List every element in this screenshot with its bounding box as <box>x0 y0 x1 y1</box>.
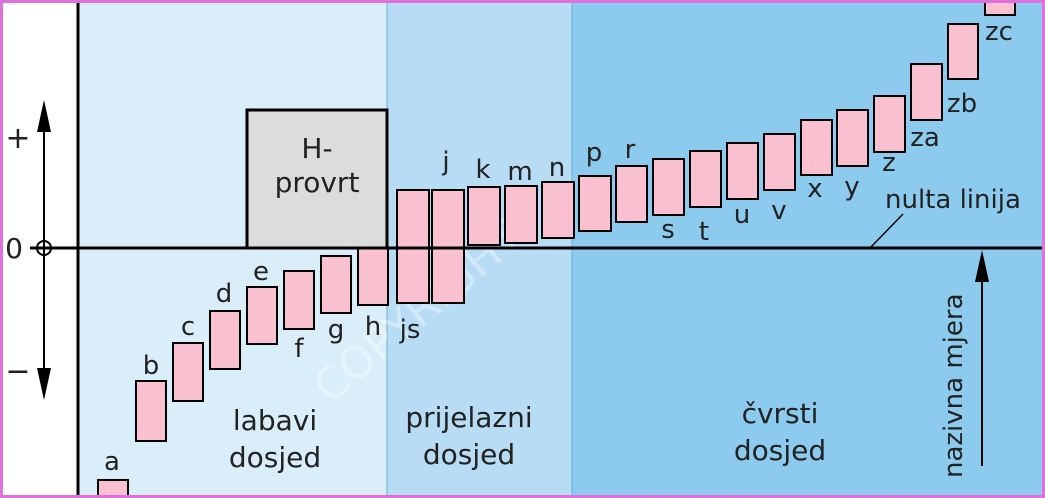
field-label-x: x <box>807 174 822 204</box>
field-label-f: f <box>294 334 304 364</box>
field-label-r: r <box>625 135 636 165</box>
field-label-p: p <box>586 138 603 168</box>
field-label-e: e <box>253 257 269 287</box>
tolerance-field-c <box>172 342 204 402</box>
field-label-n: n <box>549 153 565 183</box>
field-label-g: g <box>328 315 345 345</box>
tolerance-field-n <box>541 181 575 239</box>
tolerance-field-y <box>836 109 869 167</box>
field-label-s: s <box>661 215 675 245</box>
tolerance-field-v <box>763 133 796 191</box>
tolerance-field-g <box>320 255 352 314</box>
arrow-up-icon <box>37 100 51 132</box>
zone-label-prijelazni-2: dosjed <box>423 438 515 471</box>
tolerance-field-m <box>504 185 538 244</box>
tolerance-field-r <box>615 165 648 223</box>
zone-label-labavi-1: labavi <box>233 404 317 437</box>
field-label-d: d <box>216 279 233 309</box>
hole-label-line1: H- <box>301 132 332 165</box>
tolerance-field-u <box>726 142 759 200</box>
field-label-y: y <box>844 172 859 202</box>
arrow-down-icon <box>37 368 51 400</box>
field-label-za: za <box>910 123 940 153</box>
zone-label-cvrsti-1: čvrsti <box>742 397 819 430</box>
field-label-h: h <box>365 312 381 342</box>
plus-sign: + <box>5 121 30 156</box>
minus-sign: − <box>5 354 30 389</box>
field-label-js: js <box>399 315 421 345</box>
field-label-v: v <box>771 196 786 226</box>
zero-label: 0 <box>5 232 23 265</box>
field-label-u: u <box>734 200 750 230</box>
tolerance-field-za <box>910 63 943 121</box>
tolerance-field-zc <box>984 0 1016 16</box>
field-label-c: c <box>181 312 195 342</box>
tolerance-field-f <box>283 270 315 330</box>
zone-label-prijelazni-1: prijelazni <box>405 401 532 434</box>
field-label-m: m <box>507 157 532 187</box>
nominal-arrow-up-icon <box>975 250 989 282</box>
tolerance-field-z <box>873 95 906 153</box>
field-label-t: t <box>699 217 709 247</box>
tolerance-field-e <box>246 286 278 345</box>
field-label-z: z <box>882 148 896 178</box>
field-label-b: b <box>143 351 160 381</box>
field-label-a: a <box>104 447 120 477</box>
tolerance-field-s <box>652 158 685 216</box>
zone-label-labavi-2: dosjed <box>229 441 321 474</box>
nominal-size-label: nazivna mjera <box>939 293 969 478</box>
zero-line-leader <box>869 213 904 249</box>
hole-field-h <box>245 108 389 250</box>
zone-label-cvrsti-2: dosjed <box>734 434 826 467</box>
origin-circle-icon <box>36 240 52 256</box>
tolerance-field-x <box>800 119 833 176</box>
hole-label-line2: provrt <box>275 166 360 199</box>
tolerance-field-h <box>357 247 389 306</box>
zero-line-label: nulta linija <box>885 185 1021 215</box>
tolerance-field-b <box>135 380 167 442</box>
field-label-zc: zc <box>985 17 1013 47</box>
field-label-j: j <box>441 147 449 177</box>
field-label-zb: zb <box>947 89 977 119</box>
tolerance-field-p <box>578 175 612 232</box>
tolerance-field-zb <box>947 23 979 80</box>
tolerance-field-k <box>467 186 501 246</box>
field-label-k: k <box>475 155 490 185</box>
tolerance-field-t <box>689 150 722 208</box>
tolerance-field-d <box>209 310 241 370</box>
